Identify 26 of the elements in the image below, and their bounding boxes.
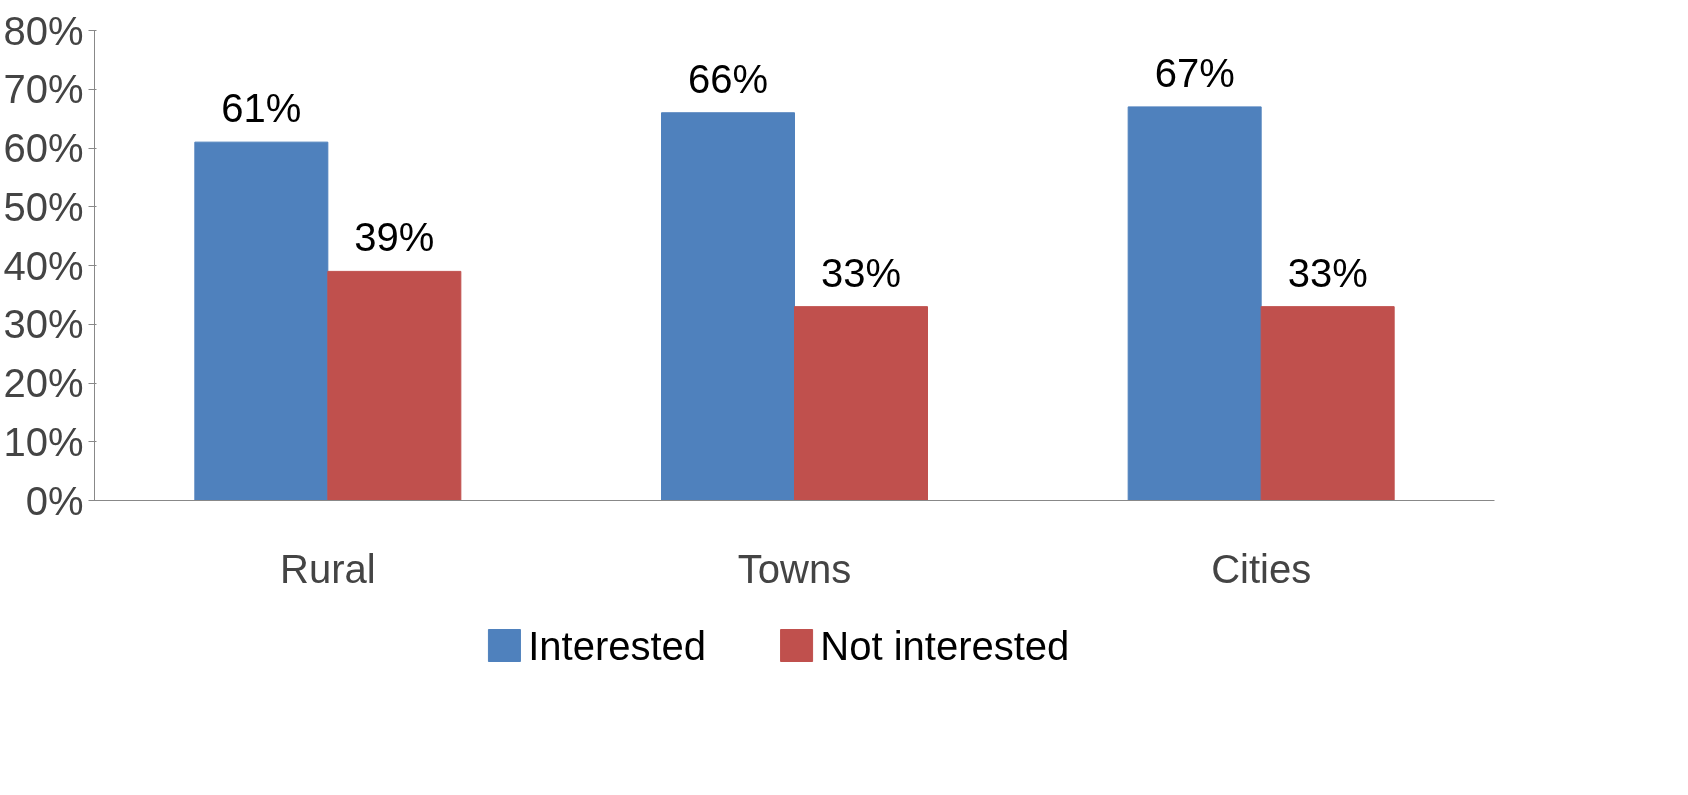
bar	[194, 141, 329, 501]
x-tick-label: Towns	[737, 546, 852, 591]
y-tick-label: 80%	[3, 8, 84, 53]
bar	[794, 306, 928, 501]
bar	[327, 270, 462, 501]
bar	[661, 112, 795, 501]
y-tick-label: 20%	[3, 361, 84, 405]
y-tick-label: 70%	[3, 67, 84, 112]
bar	[1127, 106, 1262, 501]
data-label: 33%	[1287, 250, 1368, 295]
data-label: 66%	[687, 56, 769, 101]
y-tick-label: 50%	[3, 184, 84, 229]
y-tick-label: 30%	[3, 302, 84, 347]
y-tick-label: 60%	[3, 126, 84, 170]
bar	[1260, 306, 1395, 501]
y-tick-label: 0%	[25, 478, 84, 523]
legend-label: Not interested	[820, 623, 1070, 668]
y-tick-label: 40%	[3, 243, 84, 288]
data-label: 33%	[820, 250, 902, 295]
data-label: 61%	[221, 86, 302, 131]
y-tick-label: 10%	[3, 419, 84, 464]
data-label: 67%	[1154, 50, 1235, 95]
legend-label: Interested	[528, 623, 707, 668]
x-tick-label: Rural	[280, 546, 376, 591]
x-tick-label: Cities	[1211, 546, 1312, 591]
data-label: 39%	[354, 215, 435, 260]
